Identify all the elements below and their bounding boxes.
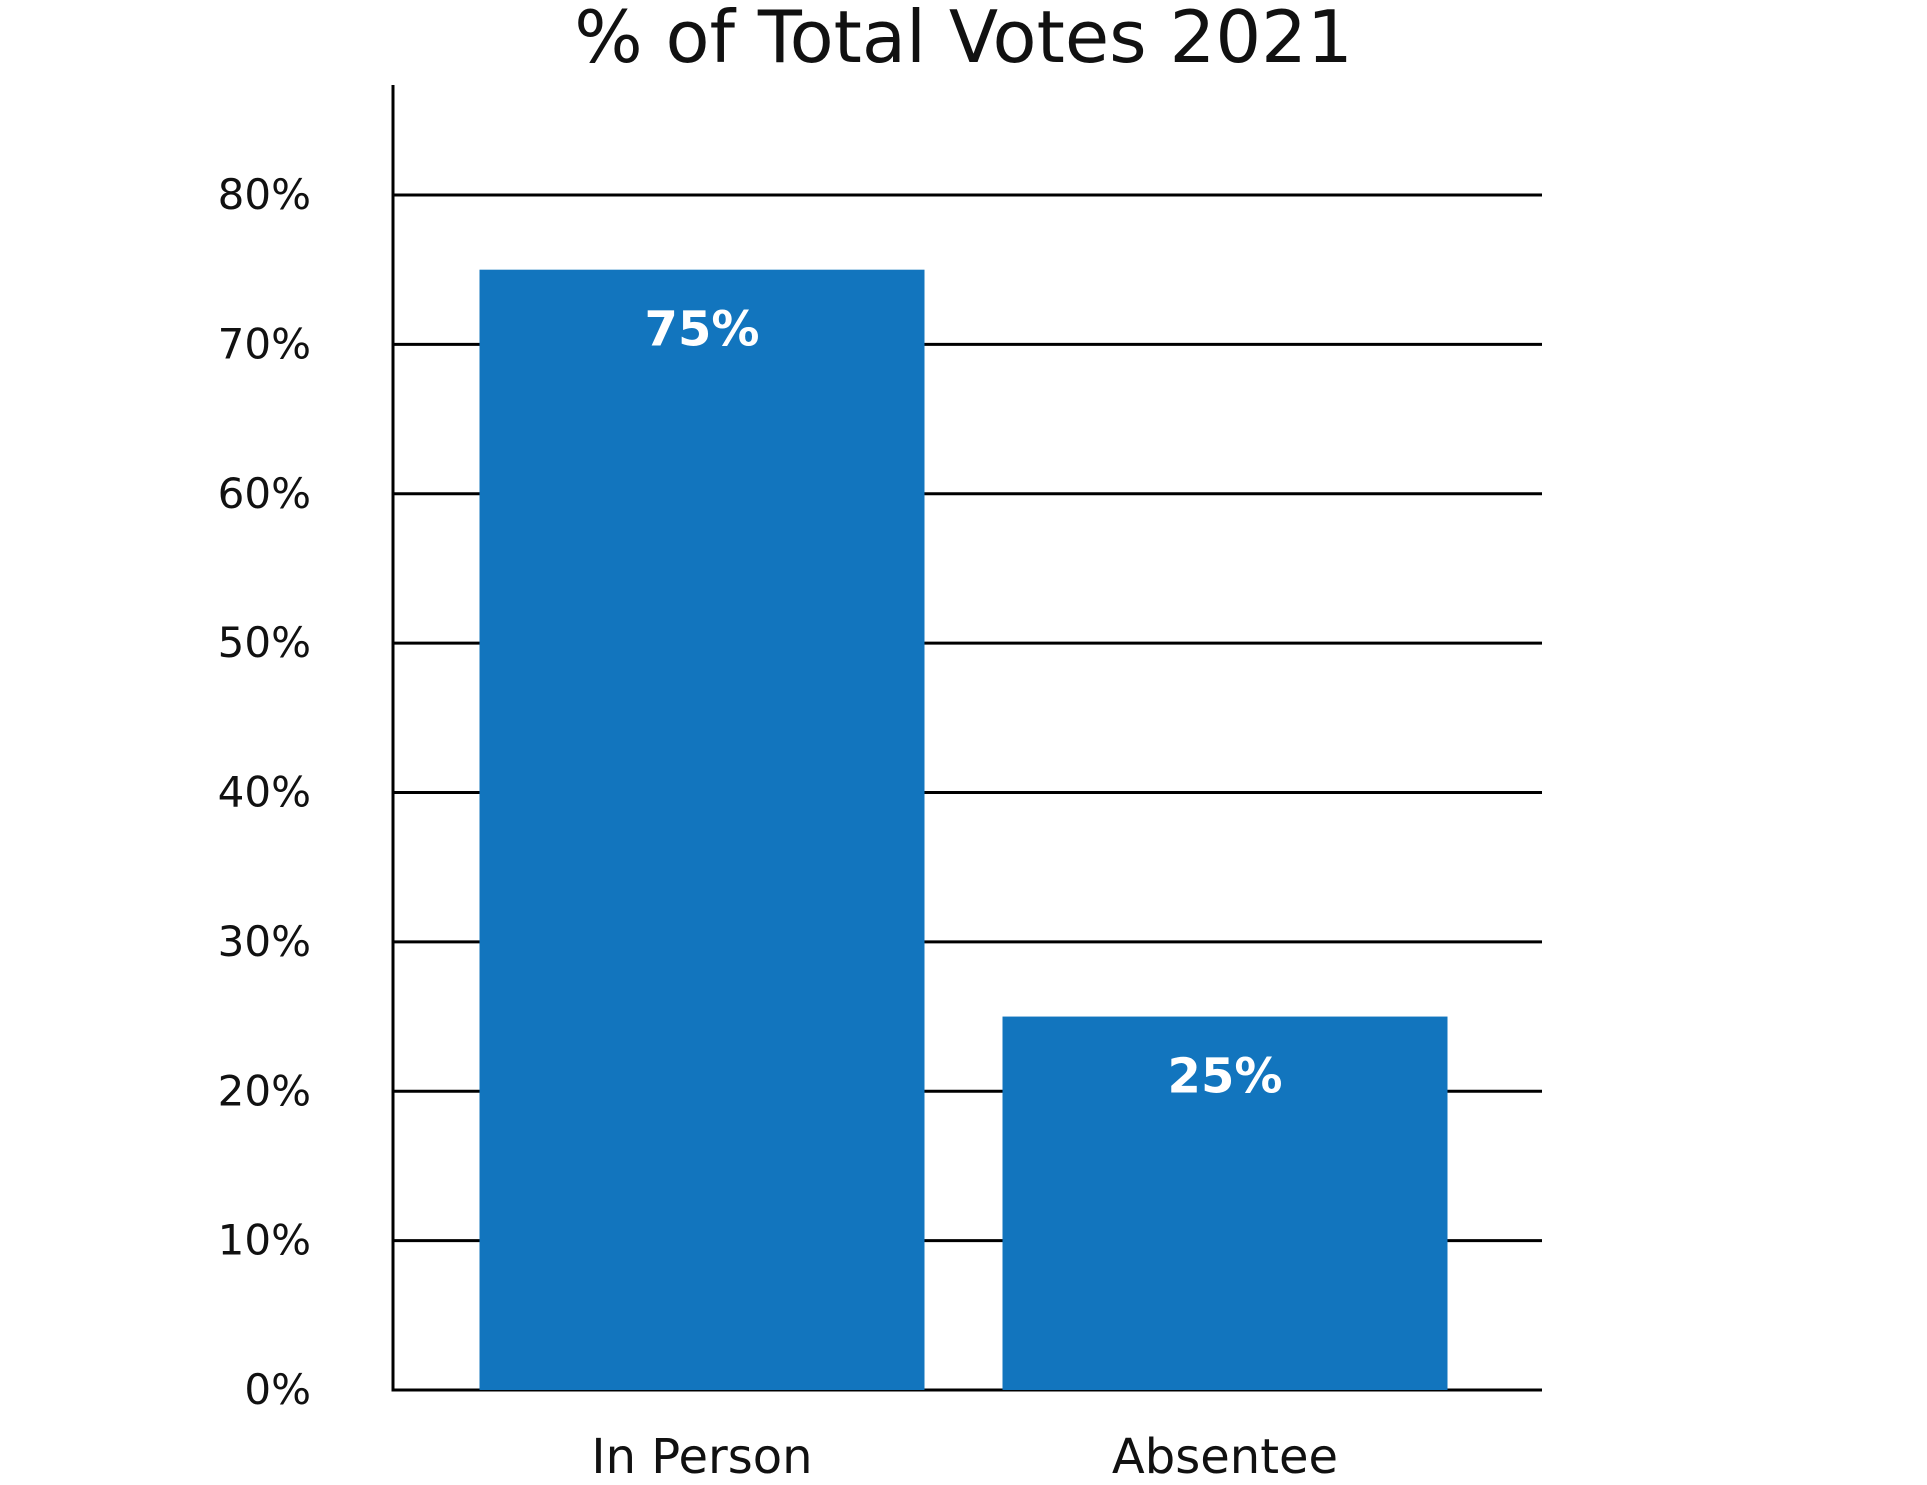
data-label: 75% <box>645 302 760 358</box>
data-label: 25% <box>1168 1049 1283 1105</box>
y-tick-label: 10% <box>218 1216 311 1265</box>
y-tick-label: 80% <box>218 170 311 219</box>
x-tick-label: Absentee <box>1112 1429 1338 1485</box>
y-tick-label: 50% <box>218 618 311 667</box>
y-tick-label: 0% <box>244 1365 311 1414</box>
y-tick-label: 30% <box>218 917 311 966</box>
y-tick-label: 70% <box>218 319 311 368</box>
chart-title: % of Total Votes 2021 <box>574 0 1353 79</box>
y-tick-label: 40% <box>218 768 311 817</box>
x-tick-label: In Person <box>591 1429 812 1485</box>
bar-absentee <box>1002 1016 1448 1390</box>
y-tick-label: 20% <box>218 1066 311 1115</box>
y-tick-label: 60% <box>218 469 311 518</box>
bar-in-person <box>479 269 925 1390</box>
